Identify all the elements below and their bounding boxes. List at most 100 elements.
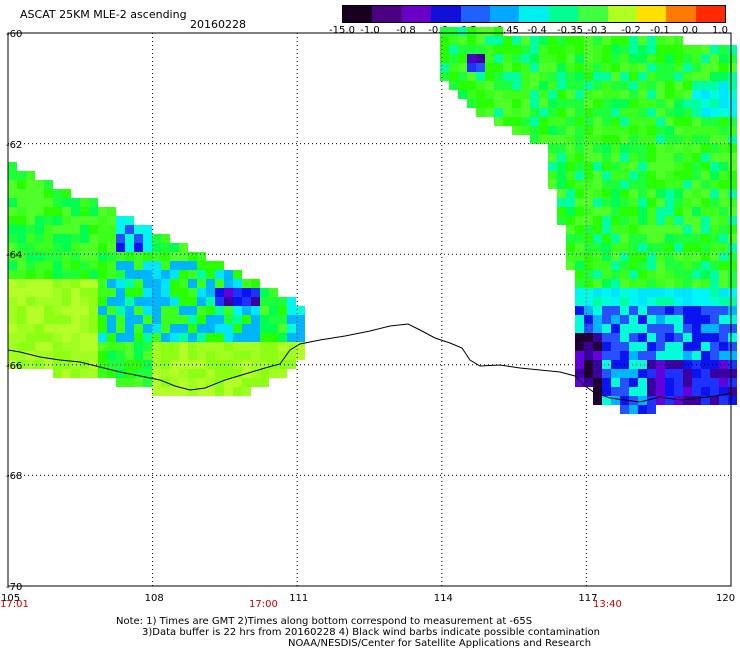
swath-cell — [629, 135, 638, 144]
swath-cell — [188, 252, 197, 261]
swath-cell — [197, 333, 206, 342]
swath-cell — [575, 270, 584, 279]
swath-cell — [557, 108, 566, 117]
swath-cell — [242, 342, 251, 351]
swath-cell — [683, 396, 692, 405]
swath-cell — [80, 333, 89, 342]
swath-cell — [701, 369, 710, 378]
swath-cell — [89, 324, 98, 333]
swath-cell — [710, 225, 719, 234]
swath-cell — [665, 351, 674, 360]
swath-cell — [647, 45, 656, 54]
swath-cell — [602, 117, 611, 126]
swath-cell — [62, 297, 71, 306]
swath-cell — [566, 45, 575, 54]
swath-cell — [98, 333, 107, 342]
swath-cell — [125, 306, 134, 315]
swath-cell — [449, 45, 458, 54]
swath-cell — [665, 45, 674, 54]
swath-cell — [629, 333, 638, 342]
lat-label: -62 — [6, 139, 23, 151]
swath-cell — [161, 342, 170, 351]
swath-cell — [602, 369, 611, 378]
swath-cell — [647, 261, 656, 270]
swath-cell — [521, 99, 530, 108]
swath-cell — [719, 324, 728, 333]
swath-cell — [575, 153, 584, 162]
swath-cell — [8, 279, 17, 288]
swath-cell — [728, 180, 737, 189]
swath-cell — [719, 261, 728, 270]
swath-cell — [584, 351, 593, 360]
swath-cell — [620, 243, 629, 252]
swath-cell — [134, 225, 143, 234]
swath-cell — [467, 90, 476, 99]
swath-cell — [233, 315, 242, 324]
swath-cell — [692, 306, 701, 315]
swath-cell — [44, 261, 53, 270]
swath-cell — [530, 81, 539, 90]
swath-cell — [80, 252, 89, 261]
swath-cell — [593, 162, 602, 171]
swath-cell — [701, 153, 710, 162]
swath-cell — [260, 297, 269, 306]
swath-cell — [557, 81, 566, 90]
swath-cell — [170, 270, 179, 279]
swath-cell — [593, 90, 602, 99]
swath-cell — [728, 351, 737, 360]
swath-cell — [512, 36, 521, 45]
swath-cell — [593, 36, 602, 45]
swath-cell — [80, 261, 89, 270]
swath-cell — [152, 351, 161, 360]
swath-cell — [8, 216, 17, 225]
swath-cell — [665, 360, 674, 369]
swath-cell — [611, 396, 620, 405]
swath-cell — [566, 234, 575, 243]
swath-cell — [233, 288, 242, 297]
swath-cell — [89, 360, 98, 369]
map-frame — [7, 32, 732, 587]
swath-cell — [35, 315, 44, 324]
swath-cell — [251, 279, 260, 288]
swath-cell — [521, 126, 530, 135]
swath-cell — [566, 63, 575, 72]
swath-cell — [602, 63, 611, 72]
swath-cell — [98, 261, 107, 270]
swath-cell — [8, 270, 17, 279]
swath-cell — [224, 306, 233, 315]
swath-cell — [656, 315, 665, 324]
swath-cell — [179, 378, 188, 387]
swath-cell — [134, 369, 143, 378]
swath-cell — [566, 198, 575, 207]
swath-cell — [62, 234, 71, 243]
swath-cell — [620, 279, 629, 288]
swath-cell — [548, 162, 557, 171]
swath-cell — [296, 324, 305, 333]
swath-cell — [125, 270, 134, 279]
swath-cell — [152, 261, 161, 270]
swath-cell — [566, 171, 575, 180]
swath-cell — [629, 63, 638, 72]
swath-cell — [35, 225, 44, 234]
swath-cell — [17, 207, 26, 216]
swath-cell — [656, 54, 665, 63]
swath-cell — [269, 297, 278, 306]
swath-cell — [620, 342, 629, 351]
swath-cell — [611, 171, 620, 180]
swath-cell — [107, 261, 116, 270]
swath-cell — [728, 144, 737, 153]
swath-cell — [692, 396, 701, 405]
swath-cell — [26, 198, 35, 207]
swath-cell — [593, 396, 602, 405]
swath-cell — [566, 243, 575, 252]
swath-cell — [719, 297, 728, 306]
lat-label: -68 — [6, 471, 23, 483]
swath-cell — [242, 351, 251, 360]
swath-cell — [179, 369, 188, 378]
swath-cell — [53, 351, 62, 360]
swath-cell — [8, 351, 17, 360]
swath-cell — [44, 198, 53, 207]
swath-cell — [611, 279, 620, 288]
swath-cell — [188, 279, 197, 288]
swath-cell — [656, 279, 665, 288]
